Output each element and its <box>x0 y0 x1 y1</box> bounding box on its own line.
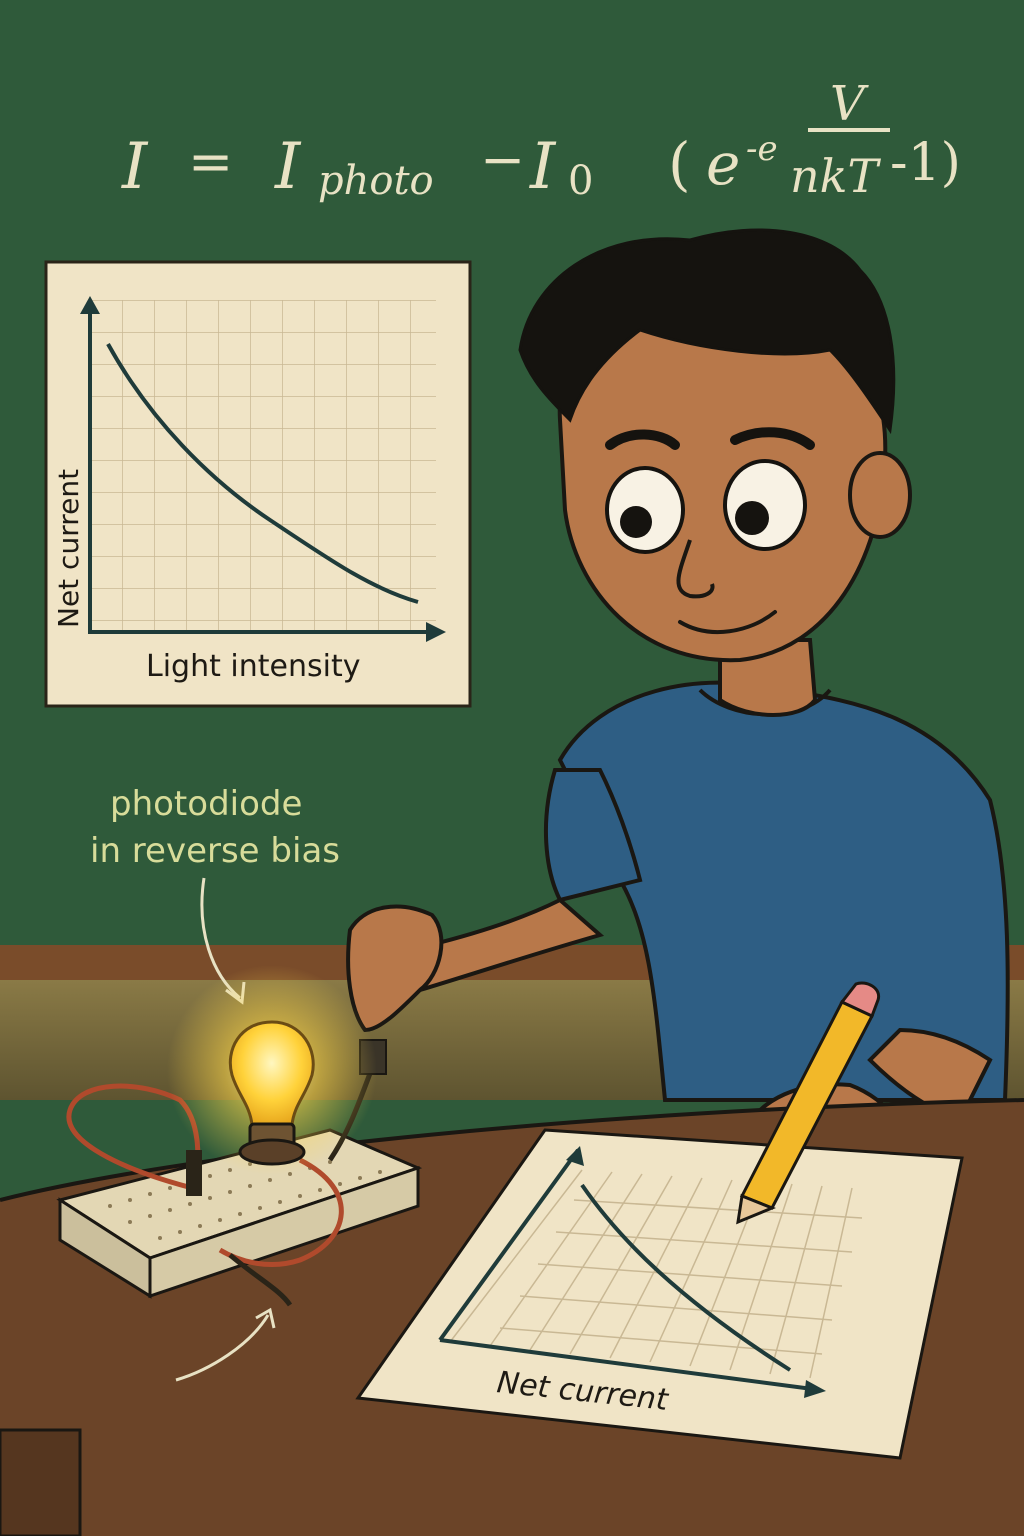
light-bulb <box>167 965 377 1175</box>
bulb-socket <box>238 1138 306 1166</box>
pencil-tip <box>736 1193 776 1225</box>
equation-exp-base: e <box>706 130 740 198</box>
student <box>346 228 1010 1182</box>
paper-chart-x-axis <box>439 1338 821 1392</box>
ear <box>848 451 912 539</box>
equation-i0-subscript: 0 <box>568 158 593 204</box>
equation-lhs: I <box>121 130 149 204</box>
hair <box>518 228 896 435</box>
equation-minus: − <box>480 128 525 191</box>
bottom-arrow <box>175 1314 270 1382</box>
paper-chart-grid <box>449 1169 863 1379</box>
right-forearm <box>867 1027 993 1123</box>
breadboard-front <box>148 1165 420 1299</box>
breadboard <box>56 1128 423 1299</box>
equation-i0: I <box>529 130 557 204</box>
paper-chart-y-arrow <box>566 1146 584 1166</box>
wall-chart-x-arrow <box>426 622 446 642</box>
equation: I = I photo − I 0 ( e -e V nkT -1) <box>121 76 961 204</box>
equation-fraction-numerator: V <box>830 76 869 132</box>
pencil <box>736 981 881 1225</box>
wall-chart-grid <box>90 300 436 630</box>
mouth <box>678 610 777 634</box>
paper-chart-y-axis <box>438 1148 580 1342</box>
equation-equals: = <box>188 130 233 193</box>
desk-edge <box>0 1098 1024 1202</box>
paper-chart-x-arrow <box>804 1380 826 1398</box>
paper-chart-curve <box>580 1183 792 1372</box>
equation-fraction-denominator: nkT <box>790 149 882 203</box>
equation-paren-open: ( <box>668 130 691 198</box>
red-wire-2 <box>218 1157 344 1268</box>
shirt-sleeve <box>543 768 643 903</box>
wall-chart-curve <box>106 343 419 604</box>
paper-chart: Net current <box>355 1128 964 1460</box>
bottom-arrow-head <box>255 1307 276 1329</box>
equation-iphoto-subscript: photo <box>318 158 434 204</box>
equation-exp-prefix: -e <box>746 129 778 169</box>
equation-iphoto: I <box>274 130 302 204</box>
photodiode-component <box>186 1150 202 1196</box>
desk-leg <box>0 1428 82 1536</box>
pencil-eraser <box>839 981 881 1019</box>
wall-chart-x-label: Light intensity <box>146 649 360 684</box>
callout-line-2: in reverse bias <box>90 831 340 871</box>
left-pupil <box>620 506 652 538</box>
right-pupil <box>735 501 769 535</box>
right-eye <box>723 459 807 551</box>
wall-chart-y-label: Net current <box>52 469 85 628</box>
wall-chart: Light intensity Net current <box>44 260 472 708</box>
black-wire <box>228 1253 293 1307</box>
nose <box>676 539 715 599</box>
wall-chart-y-arrow <box>80 296 100 314</box>
left-eyebrow <box>605 429 680 450</box>
callout-line-1: photodiode <box>110 784 302 824</box>
right-eyebrow <box>730 427 815 450</box>
shirt <box>557 680 1010 1102</box>
left-hand <box>346 904 444 1033</box>
equation-fraction-bar <box>808 128 890 132</box>
equation-exp-tail: -1) <box>890 133 961 193</box>
photodiode-callout: photodiode in reverse bias <box>90 784 340 871</box>
